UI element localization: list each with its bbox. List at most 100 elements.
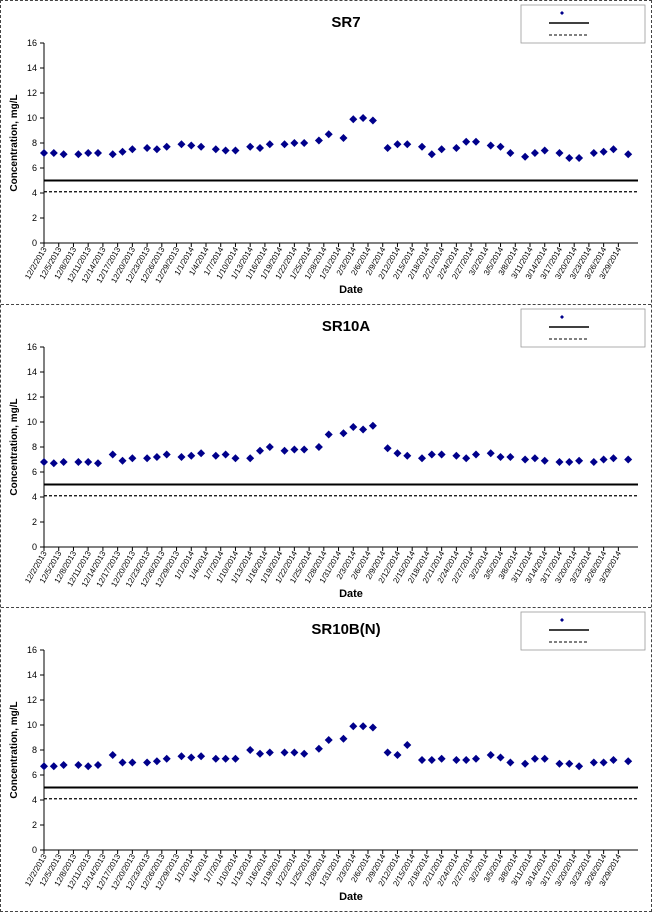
data-point [555, 458, 564, 466]
y-tick-label: 0 [32, 845, 37, 855]
data-point [452, 756, 461, 764]
data-point [84, 458, 93, 466]
data-point [280, 140, 289, 149]
data-point [231, 146, 240, 155]
data-point [609, 454, 618, 463]
data-point [290, 139, 299, 147]
data-point [152, 145, 161, 154]
legend-box [520, 611, 646, 651]
y-tick-label: 10 [27, 113, 37, 123]
data-point [246, 746, 255, 754]
y-tick-label: 4 [32, 188, 37, 198]
data-point [599, 455, 608, 464]
data-point [403, 741, 412, 749]
x-axis-label: Date [339, 284, 363, 296]
data-point [187, 141, 196, 150]
y-tick-label: 10 [27, 720, 37, 730]
data-point [359, 722, 368, 731]
data-point [599, 147, 608, 156]
y-tick-label: 10 [27, 417, 37, 427]
data-point [94, 149, 102, 157]
data-point [324, 736, 333, 744]
data-point [211, 754, 220, 763]
y-axis-label: Concentration, mg/L [9, 94, 20, 191]
data-point [59, 150, 68, 159]
data-point [383, 444, 392, 453]
data-point [403, 451, 412, 460]
panel-divider [1, 607, 651, 608]
legend-box [520, 308, 646, 348]
data-point [437, 450, 446, 459]
legend-marker-diamond [560, 11, 564, 15]
data-point [555, 149, 564, 157]
data-point [280, 446, 289, 455]
data-point [143, 454, 152, 463]
data-point [187, 753, 196, 762]
data-point [349, 423, 358, 431]
data-point [496, 753, 505, 762]
data-point [339, 734, 348, 743]
legend-box [520, 4, 646, 44]
data-point [418, 142, 426, 151]
data-point [94, 459, 102, 468]
legend-marker-diamond [560, 618, 564, 622]
data-point [383, 748, 392, 757]
data-point [177, 752, 186, 761]
data-point [403, 140, 412, 149]
data-point [314, 136, 323, 145]
data-point [349, 115, 358, 124]
data-point [599, 758, 608, 767]
data-point [589, 149, 598, 157]
data-point [472, 754, 480, 763]
data-point [197, 449, 206, 458]
data-point [437, 754, 446, 763]
y-tick-label: 0 [32, 542, 37, 552]
data-point [462, 137, 471, 146]
data-point [609, 145, 618, 154]
data-point [393, 449, 402, 458]
data-point [452, 451, 461, 460]
panel-divider [1, 304, 651, 305]
data-point [118, 147, 127, 156]
data-point [152, 453, 161, 461]
data-point [393, 140, 402, 149]
data-point [177, 453, 186, 461]
data-point [540, 456, 549, 465]
data-point [221, 754, 230, 763]
y-tick-label: 8 [32, 442, 37, 452]
data-point [265, 748, 274, 757]
data-point [300, 139, 309, 147]
data-point [49, 459, 58, 468]
data-point [118, 758, 127, 767]
data-point [418, 756, 426, 764]
data-point [265, 443, 274, 451]
data-point [49, 149, 58, 157]
data-point [74, 150, 83, 159]
data-point [486, 449, 495, 458]
data-point [265, 140, 274, 149]
data-point [177, 140, 186, 149]
data-point [128, 454, 137, 463]
data-point [40, 458, 48, 466]
data-point [506, 453, 515, 461]
y-tick-label: 8 [32, 138, 37, 148]
data-point [521, 455, 530, 464]
chart-title: SR7 [331, 14, 360, 31]
data-point [565, 154, 574, 162]
data-point [462, 756, 471, 764]
y-tick-label: 14 [27, 670, 37, 680]
data-point [368, 116, 377, 125]
y-tick-label: 8 [32, 745, 37, 755]
data-point [383, 144, 392, 152]
chart-panel-sr10a: SR10A 0 2 4 6 8 10 12 14 16 Concentration, mg/L 12/… [1, 305, 651, 607]
y-tick-label: 6 [32, 467, 37, 477]
data-point [496, 142, 505, 151]
data-point [108, 751, 117, 759]
data-point [339, 134, 348, 142]
chart-panel-sr7: SR7 0 2 4 6 8 10 12 14 16 Concentration, mg/L 12/2/… [1, 1, 651, 304]
data-point [359, 114, 368, 122]
data-point [575, 456, 584, 465]
data-point [143, 758, 152, 767]
